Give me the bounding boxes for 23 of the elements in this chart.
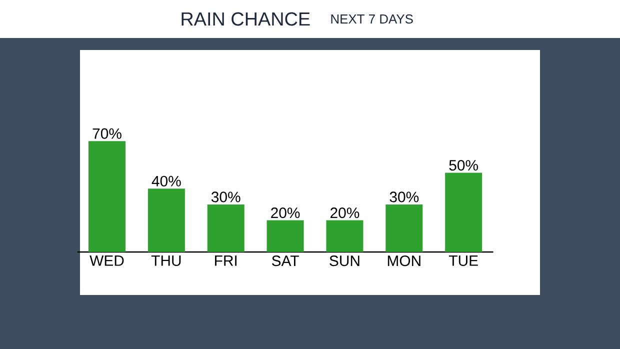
data-label: 70% [92, 128, 122, 139]
bar [326, 220, 364, 252]
x-tick-label: SAT [272, 256, 299, 266]
data-label: 40% [152, 176, 181, 186]
bar [88, 141, 126, 252]
data-label: 30% [390, 192, 419, 202]
x-tick-label: TUE [448, 256, 478, 266]
bar [266, 220, 304, 252]
x-tick-label: FRI [215, 256, 237, 266]
x-tick-label: SUN [330, 256, 360, 266]
x-tick-label: WED [90, 256, 124, 266]
chart-title: RAIN CHANCE [182, 12, 310, 26]
x-tick-label: MON [388, 256, 420, 266]
data-label: 50% [449, 160, 478, 171]
data-label: 30% [211, 192, 240, 202]
x-tick-label: THU [151, 256, 181, 266]
bar [148, 188, 185, 252]
chart-subtitle: NEXT 7 DAYS [331, 14, 413, 24]
bar [386, 204, 423, 252]
data-label: 20% [271, 208, 300, 218]
bar [207, 204, 244, 252]
bar [445, 172, 482, 252]
data-label: 20% [330, 208, 360, 218]
